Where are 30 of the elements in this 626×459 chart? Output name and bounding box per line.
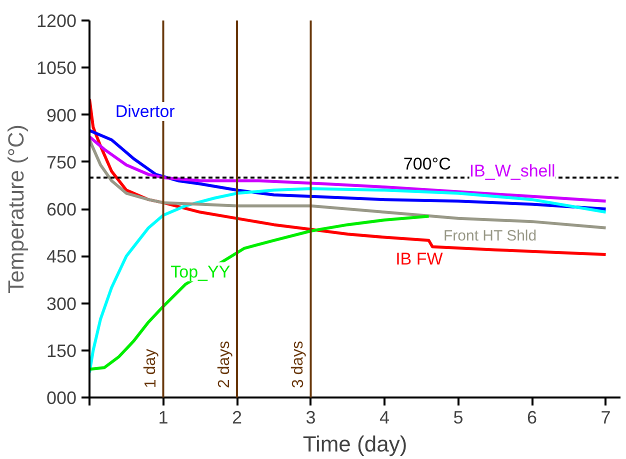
y-tick-label: 1050 [36,58,77,78]
y-tick-label: 300 [46,294,77,314]
series-label: Front HT Shld [444,228,537,244]
line-series [90,187,608,374]
x-tick-label: 3 [306,408,316,428]
series-label: IB_W_shell [469,162,556,181]
y-tick-label: 900 [46,105,77,126]
y-tick-label: 750 [46,152,77,172]
y-tick-label: 150 [46,340,77,361]
ref-line-label: 700°C [403,154,451,174]
y-tick-label: 000 [46,388,77,408]
x-axis-title: Time (day) [302,432,408,456]
x-tick-label: 7 [600,408,611,428]
y-axis-title: Temperature (°C) [3,124,28,294]
ref-line-label: 3 days [290,340,307,388]
line-series [90,135,608,203]
x-tick-label: 4 [379,408,390,428]
x-tick-label: 1 [158,408,168,428]
series-label: Divertor [115,102,176,122]
series-label: Top_YY [170,262,230,282]
series-label: IB FW [396,250,443,269]
line-series [90,138,608,230]
x-tick-label: 6 [526,408,538,428]
y-tick-label: 450 [46,246,77,267]
y-tick-label: 600 [46,200,77,220]
x-tick-label: 2 [232,408,242,428]
ref-line-label: 2 days [216,340,233,388]
y-tick-label: 1200 [36,11,77,31]
ref-line-label: 1 day [142,348,160,388]
x-tick-label: 5 [453,408,464,428]
